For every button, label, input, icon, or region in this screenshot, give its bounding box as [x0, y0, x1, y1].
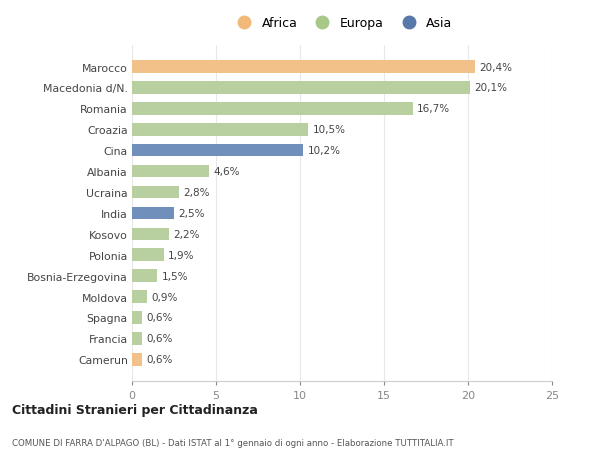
Text: 2,2%: 2,2%: [173, 230, 200, 239]
Bar: [132, 207, 174, 220]
Text: 16,7%: 16,7%: [417, 104, 450, 114]
Bar: [132, 82, 470, 95]
Bar: [132, 270, 157, 282]
Text: 2,5%: 2,5%: [178, 208, 205, 218]
Bar: [132, 228, 169, 241]
Bar: [132, 145, 304, 157]
Text: 0,6%: 0,6%: [146, 334, 173, 344]
Bar: [132, 291, 147, 303]
Text: 1,5%: 1,5%: [161, 271, 188, 281]
Text: Cittadini Stranieri per Cittadinanza: Cittadini Stranieri per Cittadinanza: [12, 403, 258, 416]
Text: 20,4%: 20,4%: [479, 62, 512, 73]
Text: 0,6%: 0,6%: [146, 354, 173, 364]
Legend: Africa, Europa, Asia: Africa, Europa, Asia: [227, 12, 458, 35]
Bar: [132, 332, 142, 345]
Text: 20,1%: 20,1%: [474, 83, 507, 93]
Bar: [132, 124, 308, 136]
Text: 1,9%: 1,9%: [168, 250, 194, 260]
Bar: [132, 312, 142, 324]
Bar: [132, 165, 209, 178]
Text: 0,6%: 0,6%: [146, 313, 173, 323]
Text: 4,6%: 4,6%: [214, 167, 240, 177]
Text: 0,9%: 0,9%: [151, 292, 178, 302]
Text: 10,2%: 10,2%: [308, 146, 341, 156]
Text: 10,5%: 10,5%: [313, 125, 346, 135]
Bar: [132, 186, 179, 199]
Bar: [132, 61, 475, 73]
Text: COMUNE DI FARRA D'ALPAGO (BL) - Dati ISTAT al 1° gennaio di ogni anno - Elaboraz: COMUNE DI FARRA D'ALPAGO (BL) - Dati IST…: [12, 438, 454, 447]
Bar: [132, 103, 413, 115]
Bar: [132, 249, 164, 262]
Text: 2,8%: 2,8%: [183, 188, 210, 197]
Bar: [132, 353, 142, 366]
